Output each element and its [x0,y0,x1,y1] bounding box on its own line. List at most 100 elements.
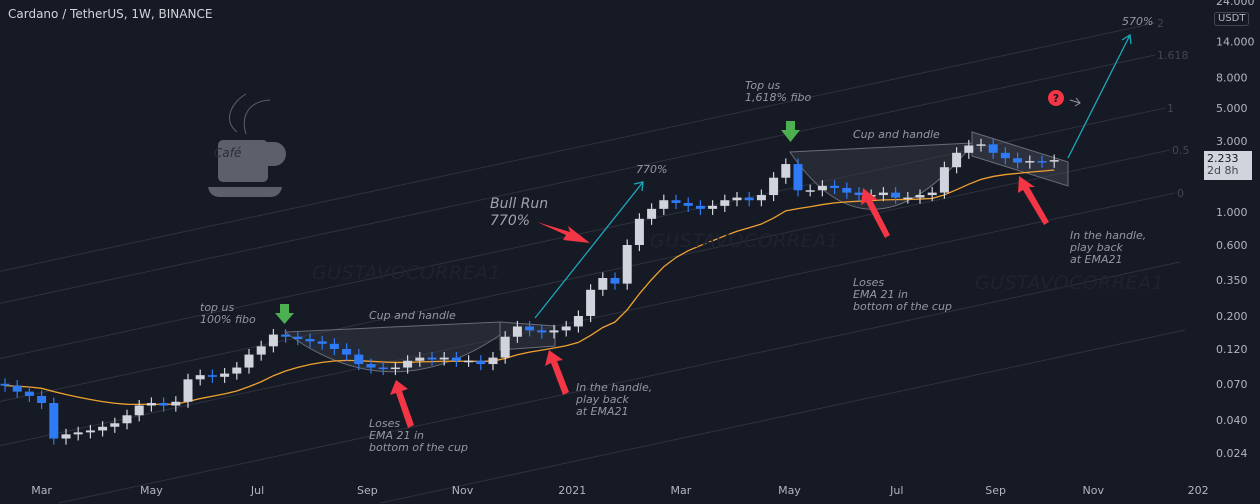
red-arrow-icon [545,350,569,395]
candle-body [390,367,400,370]
candle-body [634,218,644,245]
price-tick-label: 5.000 [1216,102,1248,115]
candle-body [793,164,803,191]
time-tick-label: Mar [31,484,52,497]
candle-body [878,192,888,196]
projection-arrow-770 [534,181,644,319]
fib-level-label: 0.5 [1172,144,1190,157]
candle-body [464,360,474,363]
candle-body [195,375,205,380]
candle-body [720,200,730,206]
candle-body [37,395,47,403]
time-tick-label: Mar [670,484,691,497]
coffee-cup-logo [208,93,286,197]
candle-body [378,367,388,370]
candle-body [268,334,278,347]
candle-body [476,360,486,365]
time-tick-label: Jul [250,484,264,497]
time-tick-label: 2021 [558,484,586,497]
candle-body [561,326,571,331]
candle-body [85,430,95,433]
bar-countdown: 2d 8h [1207,164,1239,177]
candle-body [183,379,193,402]
candle-body [354,354,364,365]
candle-body [220,373,230,377]
fib-line [0,54,1156,304]
candle-body [1037,161,1047,163]
logo-text: Café [214,146,242,160]
candle-body [134,405,144,416]
watermark: GUSTAVOCORREA1 [312,262,502,284]
candle-body [281,334,291,337]
price-tick-label: 0.200 [1216,310,1248,323]
price-tick-label: 8.000 [1216,72,1248,85]
candle-body [854,192,864,196]
candle-body [1013,158,1023,163]
candle-body [927,192,937,196]
cup-handle-label-1: Cup and handle [369,309,456,322]
candle-body [366,364,376,368]
price-tick-label: 3.000 [1216,135,1248,148]
candle-body [24,391,34,396]
last-price-tag: 2.233 2d 8h [1204,151,1252,180]
candle-body [329,343,339,349]
red-arrow-icon [1018,176,1049,225]
last-price: 2.233 [1207,152,1239,165]
candle-body [610,277,620,284]
candle-body [293,336,303,340]
green-arrow-icon [781,121,800,142]
symbol-title: Cardano / TetherUS, 1W, BINANCE [8,7,213,21]
time-axis[interactable]: Mar May Jul Sep Nov 2021 Mar May Jul Sep Nov 202 [31,484,1208,497]
loses-ema-label-1: Loses EMA 21 in bottom of the cup [369,417,468,454]
candle-body [573,315,583,327]
fib-line [58,261,1181,504]
watermark: GUSTAVOCORREA1 [975,272,1165,294]
fib-level-label: 2 [1157,17,1164,30]
fib-channel: 2 1.618 1 0.5 0 [0,17,1190,504]
time-tick-label: Nov [1083,484,1105,497]
pct-570-label: 570% [1122,15,1154,28]
time-tick-label: Sep [985,484,1006,497]
red-arrow-icon [861,188,890,238]
time-tick-label: Nov [452,484,474,497]
candle-body [659,200,669,209]
candle-body [537,330,547,333]
candle-body [439,357,449,360]
candle-body [451,357,461,361]
candle-body [415,357,425,361]
fib-line [0,149,1171,403]
red-arrow-icon [537,222,590,243]
candle-body [622,244,632,284]
candle-body [207,375,217,377]
candle-body [171,401,181,406]
price-tick-label: 0.350 [1216,274,1248,287]
candle-body [732,197,742,201]
candle-body [512,326,522,337]
currency-button[interactable]: USDT [1214,12,1250,26]
price-tick-label: 0.600 [1216,239,1248,252]
bull-run-label: Bull Run 770% [490,196,549,229]
candle-body [647,208,657,219]
candle-body [500,336,510,358]
candle-body [488,357,498,365]
candle-body [305,339,315,342]
candle-body [781,164,791,178]
candle-body [146,402,156,406]
candles [0,138,1059,445]
loses-ema-label-2: Loses EMA 21 in bottom of the cup [853,276,952,313]
candle-body [939,167,949,193]
candle-body [403,360,413,368]
price-tick-label: 0.040 [1216,414,1248,427]
candle-body [525,326,535,331]
candle-body [964,145,974,153]
candle-body [0,383,10,386]
candle-body [317,341,327,344]
candle-body [708,205,718,209]
fib-level-label: 1.618 [1157,49,1189,62]
top-us-100-label: top us 100% fibo [200,301,256,326]
price-axis[interactable]: 24.000 14.000 8.000 5.000 3.000 1.000 0.600 0.3… [1216,0,1255,460]
candle-body [891,192,901,198]
candle-body [598,277,608,290]
time-tick-label: 202 [1188,484,1209,497]
